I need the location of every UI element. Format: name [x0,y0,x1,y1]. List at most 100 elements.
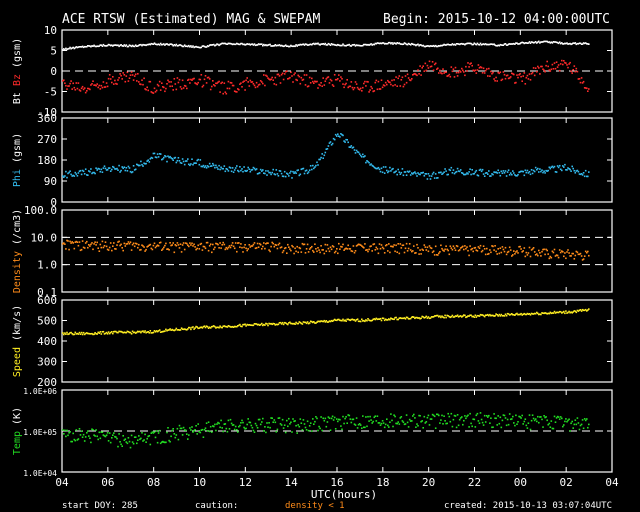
data-point [432,316,435,318]
data-point [493,249,495,251]
data-point [182,160,185,163]
data-point [420,317,422,320]
data-point [281,418,284,421]
start-doy: start DOY: 285 [62,501,138,511]
data-point [502,44,505,46]
data-point [366,249,368,251]
data-point [147,43,149,46]
data-point [252,429,255,432]
data-point [64,48,66,51]
data-point [421,420,423,422]
data-point [343,44,345,47]
data-point [313,321,315,323]
data-point [415,316,417,319]
data-point [486,68,488,70]
data-point [361,318,363,321]
data-point [254,44,257,47]
data-point [356,86,359,89]
data-point [218,247,220,249]
data-point [252,83,255,85]
data-point [531,313,534,315]
data-point [491,426,493,429]
data-point [205,46,208,48]
data-point [226,168,229,171]
data-point [109,331,112,334]
data-point [233,428,236,431]
data-point [175,244,178,247]
data-point [190,78,192,81]
data-point [242,421,244,424]
data-point [461,246,463,249]
data-point [244,244,246,246]
data-point [150,332,153,334]
data-point [411,250,413,253]
data-point [198,327,201,329]
data-point [232,424,235,426]
data-point [102,330,105,333]
data-point [263,323,265,326]
data-point [422,316,424,318]
data-point [291,75,293,77]
data-point [526,42,529,44]
caution-label: caution: [195,501,238,511]
data-point [231,424,234,426]
data-point [273,83,276,85]
data-point [108,74,111,76]
data-point [207,249,210,252]
y-tick-label: 1.0 [37,259,57,272]
data-point [504,246,507,249]
data-point [352,319,355,321]
data-point [93,243,95,245]
data-point [500,170,503,173]
data-point [125,441,128,443]
data-point [63,48,65,50]
data-point [380,167,383,170]
data-point [396,251,398,253]
data-point [340,319,342,322]
data-point [187,244,189,247]
data-point [142,245,144,247]
data-point [371,422,373,424]
data-point [516,423,518,425]
data-point [364,243,366,245]
data-point [101,171,104,173]
data-point [172,159,174,161]
data-point [282,175,285,178]
data-point [120,330,122,333]
data-point [506,74,509,77]
data-point [128,242,131,245]
data-point [213,84,215,86]
data-point [145,248,147,251]
data-point [333,251,336,254]
y-tick-label: 0 [50,196,57,209]
data-point [547,169,549,172]
data-point [322,43,324,45]
data-point [540,65,542,68]
data-point [484,421,487,423]
data-point [471,247,473,250]
data-point [572,42,574,44]
data-point [268,249,270,251]
data-point [458,418,461,421]
data-point [149,158,152,160]
data-point [282,78,285,81]
data-point [284,322,287,324]
data-point [422,65,424,67]
data-point [344,417,346,420]
data-point [284,247,287,249]
data-point [136,442,138,445]
data-point [250,169,253,171]
data-point [551,165,554,168]
data-point [222,42,224,45]
data-point [439,171,441,174]
data-point [411,420,413,422]
data-point [528,41,531,43]
data-point [156,244,159,246]
data-point [555,41,558,44]
data-point [549,311,552,314]
data-point [368,248,370,251]
data-point [159,331,162,333]
data-point [559,311,562,313]
data-point [114,435,116,438]
data-point [205,167,208,169]
